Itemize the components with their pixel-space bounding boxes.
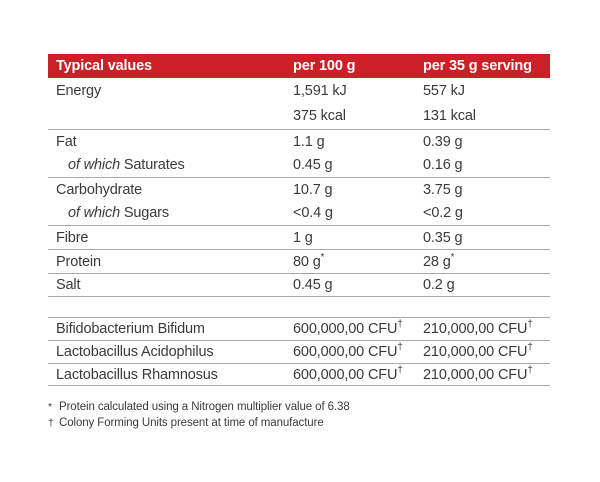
row-label: of which Sugars (48, 205, 293, 221)
row-sugars: of which Sugars <0.4 g <0.2 g (48, 201, 550, 225)
footnote-text: Protein calculated using a Nitrogen mult… (59, 401, 350, 413)
value-per-35g: 0.39 g (423, 133, 463, 150)
value-per-100g: 1 g (293, 229, 313, 246)
row-lactobacillus-acidophilus: Lactobacillus Acidophilus 600,000,00 CFU… (48, 340, 550, 363)
of-which-prefix: of which (68, 157, 124, 173)
footnote-text: Colony Forming Units present at time of … (59, 417, 324, 429)
row-protein: Protein 80 g* 28 g* (48, 249, 550, 273)
asterisk-marker: * (48, 401, 52, 413)
value-per-35g: 3.75 g (423, 181, 463, 198)
value-per-100g: 600,000,00 CFU† (293, 319, 403, 337)
value-per-100g: 0.45 g (293, 157, 333, 173)
row-fibre: Fibre 1 g 0.35 g (48, 225, 550, 249)
row-saturates: of which Saturates 0.45 g 0.16 g (48, 153, 550, 177)
energy-kj-per-35g: 557 kJ (423, 83, 465, 99)
row-label: Carbohydrate (48, 182, 293, 198)
row-label-text: Fat (56, 133, 77, 150)
value-per-100g: 80 g* (293, 251, 325, 270)
row-label-text: Salt (56, 277, 81, 293)
row-label-text: Saturates (123, 157, 185, 173)
dagger-marker: † (527, 364, 533, 376)
dagger-marker: † (48, 417, 54, 429)
value-per-35g: <0.2 g (423, 205, 463, 221)
of-which-prefix: of which (68, 205, 124, 221)
row-label-text: Fibre (56, 229, 89, 246)
value-per-35g: 210,000,00 CFU† (423, 364, 533, 383)
value-per-35g: 0.2 g (423, 277, 455, 293)
asterisk-marker: * (450, 251, 455, 263)
dagger-marker: † (397, 319, 403, 331)
row-label: Fibre (48, 230, 293, 246)
row-label-text: Sugars (123, 205, 169, 221)
row-label-text: Bifidobacterium Bifidum (56, 321, 205, 337)
row-fat: Fat 1.1 g 0.39 g (48, 129, 550, 153)
row-lactobacillus-rhamnosus: Lactobacillus Rhamnosus 600,000,00 CFU† … (48, 363, 550, 386)
value-per-35g: 210,000,00 CFU† (423, 319, 533, 337)
row-label-text: Lactobacillus Acidophilus (56, 344, 214, 360)
row-label: Lactobacillus Rhamnosus (48, 367, 293, 383)
value-per-35g: 28 g* (423, 251, 455, 270)
value-per-100g: 1,591 kJ 375 kcal (293, 78, 423, 129)
row-bifidobacterium-bifidum: Bifidobacterium Bifidum 600,000,00 CFU† … (48, 317, 550, 340)
table-header: Typical values per 100 g per 35 g servin… (48, 54, 550, 78)
section-spacer (48, 297, 550, 317)
row-label: of which Saturates (48, 157, 293, 173)
footnote-protein-multiplier: * Protein calculated using a Nitrogen mu… (48, 399, 350, 415)
row-label: Bifidobacterium Bifidum (48, 321, 293, 337)
value-per-35g: 210,000,00 CFU† (423, 342, 533, 360)
row-label: Energy (56, 83, 102, 99)
energy-kcal-per-100g: 375 kcal (293, 108, 346, 124)
header-per-35g: per 35 g serving (423, 58, 532, 74)
row-energy: Energy 1,591 kJ 375 kcal 557 kJ 131 kcal (48, 78, 550, 129)
dagger-marker: † (397, 342, 403, 354)
value-per-35g: 0.35 g (423, 229, 463, 246)
row-label-text: Protein (56, 253, 101, 270)
energy-kcal-per-35g: 131 kcal (423, 108, 476, 124)
dagger-marker: † (397, 364, 403, 376)
footnotes: * Protein calculated using a Nitrogen mu… (48, 399, 350, 431)
row-carbohydrate: Carbohydrate 10.7 g 3.75 g (48, 177, 550, 201)
header-per-100g: per 100 g (293, 58, 356, 74)
value-per-100g: 1.1 g (293, 133, 325, 150)
row-label: Fat (48, 134, 293, 150)
value-per-100g: 600,000,00 CFU† (293, 342, 403, 360)
value-per-100g: 10.7 g (293, 181, 333, 198)
nutrition-table: Typical values per 100 g per 35 g servin… (48, 54, 550, 386)
value-per-35g: 0.16 g (423, 157, 463, 173)
value-per-100g: 600,000,00 CFU† (293, 364, 403, 383)
value-per-100g: 0.45 g (293, 277, 333, 293)
row-label: Protein (48, 254, 293, 270)
row-label-text: Lactobacillus Rhamnosus (56, 366, 218, 383)
value-per-100g: <0.4 g (293, 205, 333, 221)
energy-kj-per-100g: 1,591 kJ (293, 83, 347, 99)
value-per-35g: 557 kJ 131 kcal (423, 78, 550, 129)
footnote-colony-forming-units: † Colony Forming Units present at time o… (48, 415, 350, 431)
row-salt: Salt 0.45 g 0.2 g (48, 273, 550, 297)
row-label: Salt (48, 277, 293, 293)
row-label-text: Carbohydrate (56, 181, 143, 198)
asterisk-marker: * (320, 251, 325, 263)
dagger-marker: † (527, 342, 533, 354)
row-label: Lactobacillus Acidophilus (48, 344, 293, 360)
dagger-marker: † (527, 319, 533, 331)
header-typical-values: Typical values (56, 58, 152, 74)
